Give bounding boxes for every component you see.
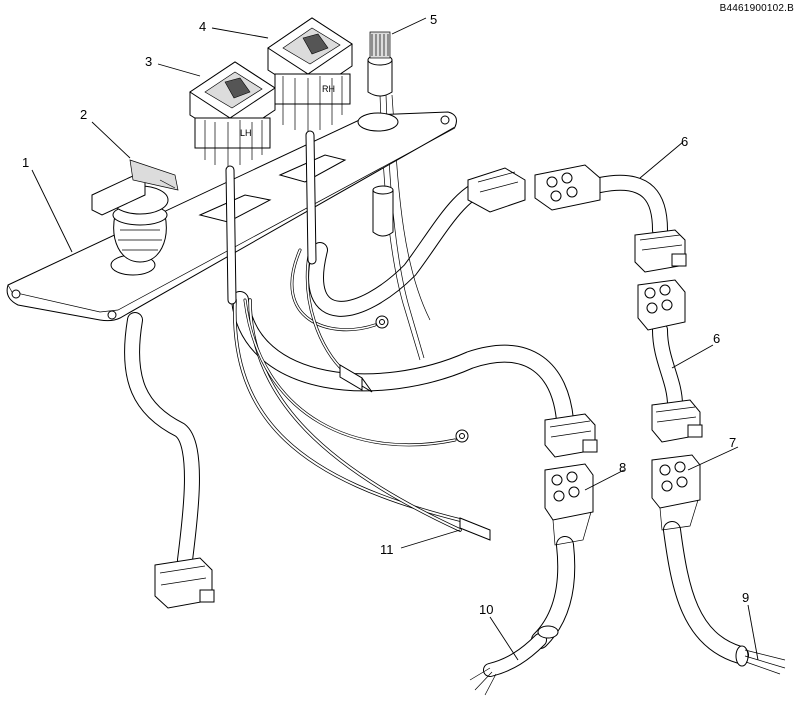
harness-connector-pair (651, 399, 703, 443)
joystick-rh-label: RH (322, 84, 335, 94)
connector-7 (651, 454, 701, 531)
harness-connector-pair (634, 229, 687, 331)
harness-end-9 (735, 645, 786, 675)
spade-terminal-11 (459, 517, 491, 541)
cable-bundle (124, 94, 749, 677)
mounting-hole (107, 310, 117, 320)
callout-3: 3 (145, 54, 152, 69)
callout-8: 8 (619, 460, 626, 475)
connector-8 (544, 413, 598, 546)
joystick-lh: LH (189, 61, 276, 305)
callout-6-upper: 6 (681, 134, 688, 149)
ring-terminal (375, 315, 389, 329)
push-button-switch (367, 31, 394, 237)
callout-leaders (31, 17, 759, 661)
callout-1: 1 (22, 155, 29, 170)
callout-5: 5 (430, 12, 437, 27)
mounting-hole (440, 115, 450, 125)
callout-numbers: 1 2 3 4 5 6 6 7 8 9 10 11 (22, 12, 749, 617)
inline-connector (339, 364, 373, 393)
rotary-key-switch (91, 159, 179, 263)
callout-9: 9 (742, 590, 749, 605)
callout-4: 4 (199, 19, 206, 34)
callout-6-lower: 6 (713, 331, 720, 346)
drawing-id: B4461900102.B (719, 3, 794, 14)
joystick-rh: RH (267, 17, 353, 265)
harness-end-10 (469, 625, 559, 696)
harness-connector-bottom-left (154, 557, 215, 609)
mounting-hole (11, 289, 21, 299)
harness-connector-pair (467, 164, 601, 213)
callout-10: 10 (479, 602, 493, 617)
joystick-lh-label: LH (240, 128, 252, 138)
callout-7: 7 (729, 435, 736, 450)
callout-11: 11 (380, 542, 394, 557)
ring-terminal (455, 429, 469, 443)
callout-2: 2 (80, 107, 87, 122)
